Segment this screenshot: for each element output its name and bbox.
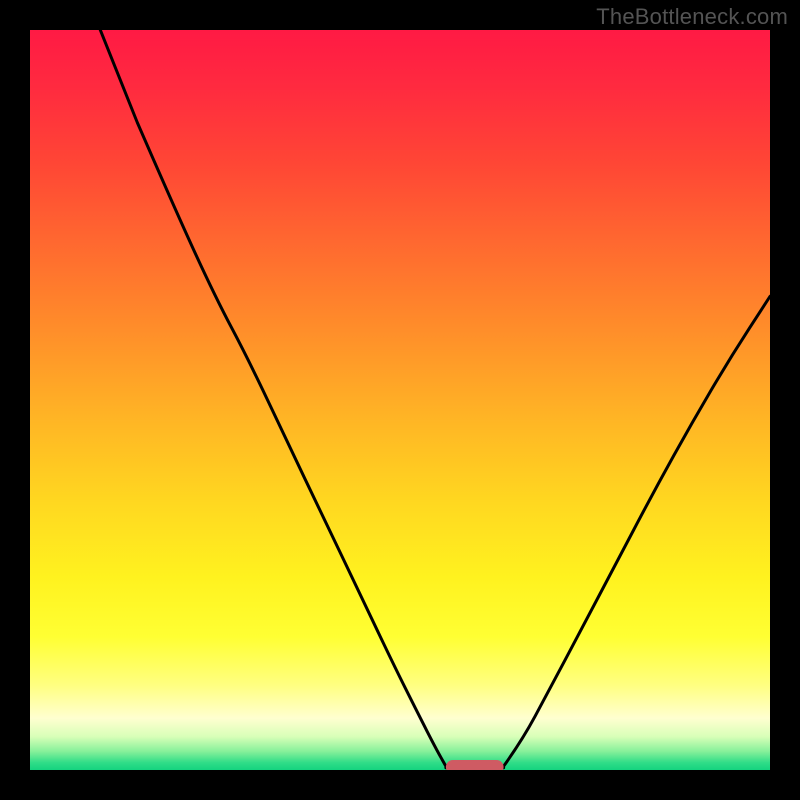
chart-stage: TheBottleneck.com — [0, 0, 800, 800]
minimum-marker — [446, 760, 504, 774]
gradient-background — [30, 30, 770, 770]
watermark-text: TheBottleneck.com — [596, 4, 788, 30]
chart-svg — [0, 0, 800, 800]
